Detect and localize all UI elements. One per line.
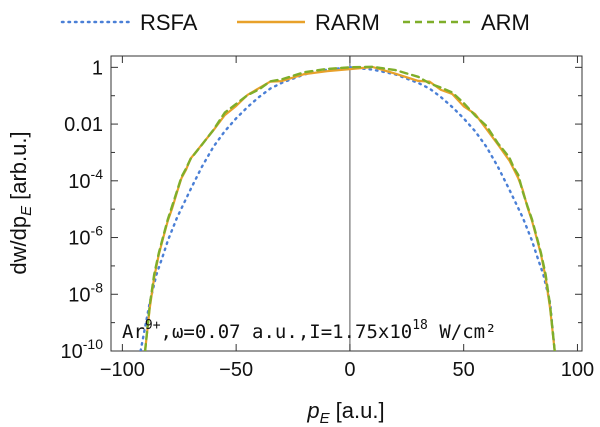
y-axis-title-unit: [arb.u.] [6, 131, 31, 199]
parameter-annotation: Ar9+,ω=0.07 a.u.,I=1.75x1018 W/cm² [122, 318, 497, 343]
x-tick-label-0: −100 [100, 359, 145, 381]
y-tick-label-exp-5: -10 [83, 336, 103, 352]
y-axis-title-var: dw/dp [6, 216, 31, 275]
legend-label-rarm: RARM [315, 10, 380, 35]
x-axis-title-sub: E [320, 410, 331, 427]
x-tick-label-3: 50 [453, 359, 475, 381]
x-tick-label-1: −50 [219, 359, 253, 381]
y-tick-label-1: 0.01 [64, 114, 103, 136]
y-tick-label-base-5: 10 [61, 341, 83, 363]
y-tick-label-3: 10-6 [68, 223, 103, 250]
legend-label-arm: ARM [481, 10, 530, 35]
annotation-charge: 9+ [145, 318, 161, 333]
annotation-omega: ,ω=0.07 a.u., [161, 321, 310, 343]
x-axis-title: pE [a.u.] [306, 398, 384, 427]
plot-frame [110, 55, 583, 352]
x-tick-labels: −100 −50 0 50 100 [100, 359, 594, 381]
y-tick-label-2: 10-4 [68, 166, 103, 193]
x-axis-title-unit: [a.u.] [336, 398, 385, 423]
series-rsfa [139, 66, 556, 351]
annotation-intensity: I=1.75x10 [309, 321, 412, 343]
legend: RSFA RARM ARM [60, 10, 530, 35]
y-tick-label-exp-2: -4 [91, 166, 104, 182]
y-tick-label-base-3: 10 [68, 228, 90, 250]
ticks [111, 56, 582, 352]
series-arm [143, 65, 556, 351]
y-axis-title: dw/dpE [arb.u.] [6, 131, 35, 274]
x-tick-label-4: 100 [561, 359, 594, 381]
x-axis-title-var: p [306, 398, 319, 423]
y-tick-label-base-2: 10 [68, 171, 90, 193]
y-tick-label-5: 10-10 [61, 336, 104, 363]
y-axis-title-sub: E [18, 205, 35, 216]
annotation-intensity-exp: 18 [412, 318, 428, 333]
y-tick-label-exp-4: -8 [91, 279, 104, 295]
annotation-intensity-unit: W/cm² [428, 321, 497, 343]
y-tick-label-exp-3: -6 [91, 223, 104, 239]
series-group [139, 65, 556, 351]
annotation-species: Ar [122, 321, 145, 343]
legend-label-rsfa: RSFA [140, 10, 198, 35]
y-tick-label-4: 10-8 [68, 279, 103, 306]
x-tick-label-2: 0 [344, 359, 355, 381]
y-tick-label-base-4: 10 [68, 284, 90, 306]
y-tick-label-0: 1 [92, 57, 103, 79]
